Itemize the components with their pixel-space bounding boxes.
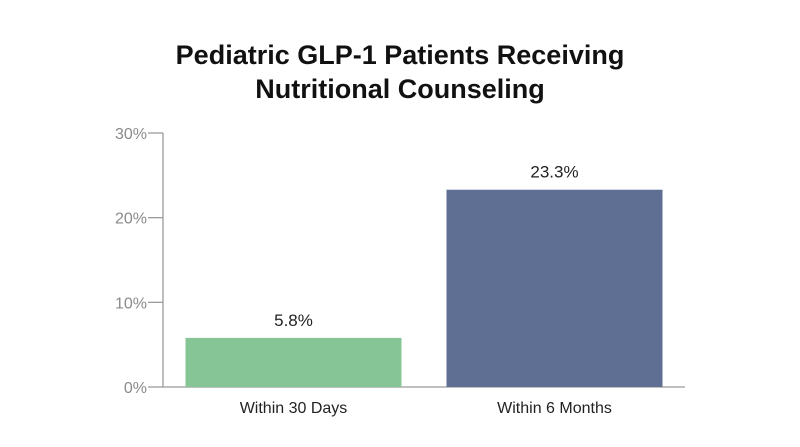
bar-value-label: 23.3%: [530, 163, 578, 182]
chart-title: Pediatric GLP-1 Patients Receiving Nutri…: [0, 38, 800, 106]
chart-bars: [185, 189, 663, 387]
x-tick-label: Within 6 Months: [497, 400, 612, 417]
y-tick-label: 20%: [115, 211, 147, 228]
chart-axes: 0% 10% 20% 30%: [115, 126, 685, 397]
bar: [185, 337, 402, 387]
y-tick-label: 30%: [115, 126, 147, 143]
bar: [446, 189, 663, 387]
y-tick-label: 0%: [124, 380, 147, 397]
chart-title-line-2: Nutritional Counseling: [255, 74, 545, 104]
bar-value-label: 5.8%: [274, 311, 313, 330]
y-tick-label: 10%: [115, 295, 147, 312]
x-tick-label: Within 30 Days: [240, 400, 348, 417]
chart-labels: 5.8% Within 30 Days 23.3% Within 6 Months: [240, 163, 612, 417]
chart-title-line-1: Pediatric GLP-1 Patients Receiving: [175, 40, 625, 70]
